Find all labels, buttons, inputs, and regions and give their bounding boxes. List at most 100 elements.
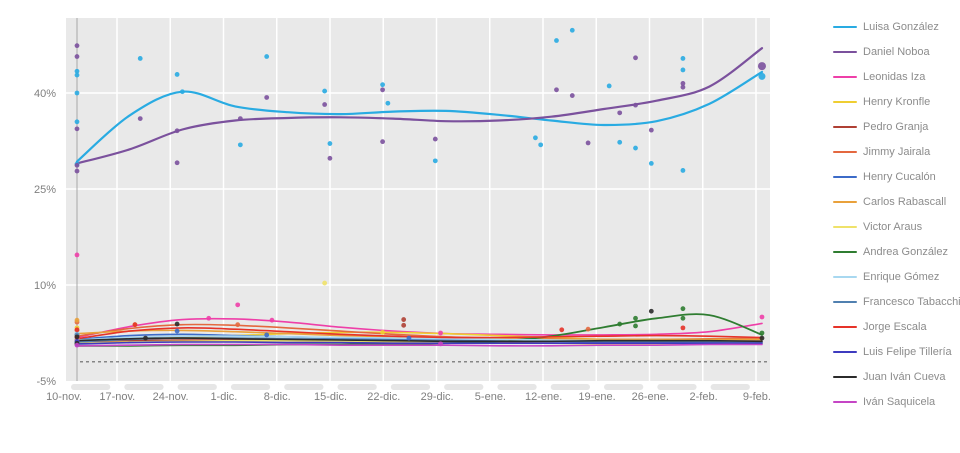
scatter-point-luisa-gonzalez[interactable] [327,141,333,146]
scatter-point-luisa-gonzalez[interactable] [569,27,575,33]
legend-item-pedro-granja[interactable]: Pedro Granja [833,114,959,139]
scatter-point-daniel-noboa[interactable] [585,140,591,146]
scatter-point-jorge-escala[interactable] [132,322,138,328]
scatter-point-carlos-rabascall[interactable] [74,317,80,323]
legend-item-luis-felipe-tilleria[interactable]: Luis Felipe Tillería [833,339,959,364]
scatter-point-daniel-noboa[interactable] [74,126,80,132]
scatter-point-luisa-gonzalez[interactable] [237,142,243,148]
scatter-point-jimmy-jairala[interactable] [585,326,591,332]
scatter-point-luisa-gonzalez[interactable] [137,56,143,61]
scatter-point-luisa-gonzalez[interactable] [179,89,185,95]
legend-item-enrique-gomez[interactable]: Enrique Gómez [833,264,959,289]
scatter-point-luisa-gonzalez[interactable] [74,119,80,125]
scatter-point-leonidas-iza[interactable] [206,315,212,321]
scatter-point-luisa-gonzalez[interactable] [633,145,638,151]
legend-item-luisa-gonzalez[interactable]: Luisa González [833,14,959,39]
scatter-point-luisa-gonzalez[interactable] [322,88,328,94]
scatter-point-daniel-noboa[interactable] [554,87,559,93]
scatter-point-andrea-gonzalez[interactable] [759,330,765,336]
scatter-point-luisa-gonzalez[interactable] [680,56,686,61]
legend-item-andrea-gonzalez[interactable]: Andrea González [833,239,959,264]
trend-line-daniel-noboa[interactable] [75,47,764,165]
scatter-point-ivan-saquicela[interactable] [74,342,80,348]
scatter-point-daniel-noboa[interactable] [74,162,80,168]
trend-line-luis-felipe-tilleria[interactable] [76,341,763,345]
scatter-point-andrea-gonzalez[interactable] [680,315,686,321]
scatter-point-victor-araus[interactable] [322,280,328,286]
scatter-point-daniel-noboa[interactable] [322,102,328,107]
scatter-point-daniel-noboa[interactable] [633,102,638,108]
trend-line-jorge-escala[interactable] [76,327,763,340]
scatter-point-jorge-escala[interactable] [74,327,80,333]
legend-item-jorge-escala[interactable]: Jorge Escala [833,314,959,339]
scatter-point-daniel-noboa[interactable] [432,136,438,142]
scatter-point-luisa-gonzalez[interactable] [617,139,623,145]
scatter-point-daniel-noboa[interactable] [757,62,766,71]
scatter-point-daniel-noboa[interactable] [74,54,80,59]
scatter-point-luisa-gonzalez[interactable] [538,142,544,148]
legend-item-henry-cucalon[interactable]: Henry Cucalón [833,164,959,189]
scatter-point-jimmy-jairala[interactable] [235,322,241,328]
scatter-point-luisa-gonzalez[interactable] [74,90,80,96]
scatter-point-daniel-noboa[interactable] [680,81,686,86]
scatter-point-andrea-gonzalez[interactable] [680,306,686,312]
scatter-point-andrea-gonzalez[interactable] [617,321,623,327]
scatter-point-luisa-gonzalez[interactable] [533,135,538,141]
scatter-point-jorge-escala[interactable] [680,325,686,331]
scatter-point-henry-cucalon[interactable] [264,332,270,338]
scatter-point-juan-ivan-cueva[interactable] [143,335,148,341]
scatter-point-leonidas-iza[interactable] [759,314,765,320]
scatter-point-jorge-escala[interactable] [559,327,565,333]
scatter-point-luisa-gonzalez[interactable] [264,54,270,59]
scatter-point-leonidas-iza[interactable] [438,330,443,336]
scatter-point-luisa-gonzalez[interactable] [554,38,559,43]
legend-item-leonidas-iza[interactable]: Leonidas Iza [833,64,959,89]
scatter-point-luisa-gonzalez[interactable] [432,158,438,164]
scatter-point-daniel-noboa[interactable] [680,84,686,90]
legend-item-daniel-noboa[interactable]: Daniel Noboa [833,39,959,64]
scatter-point-daniel-noboa[interactable] [633,55,638,61]
scatter-point-pedro-granja[interactable] [401,322,407,328]
scatter-point-daniel-noboa[interactable] [327,155,333,161]
scatter-point-henry-cucalon[interactable] [174,328,180,334]
legend-item-jimmy-jairala[interactable]: Jimmy Jairala [833,139,959,164]
scatter-point-luisa-gonzalez[interactable] [680,168,686,173]
scatter-point-luisa-gonzalez[interactable] [74,72,80,78]
legend-item-juan-ivan-cueva[interactable]: Juan Iván Cueva [833,364,959,389]
scatter-point-luisa-gonzalez[interactable] [74,68,80,74]
scatter-point-juan-ivan-cueva[interactable] [648,308,654,314]
legend-item-henry-kronfle[interactable]: Henry Kronfle [833,89,959,114]
legend-item-carlos-rabascall[interactable]: Carlos Rabascall [833,189,959,214]
scatter-point-luisa-gonzalez[interactable] [758,72,766,80]
scatter-point-daniel-noboa[interactable] [380,139,386,145]
scatter-point-ivan-saquicela[interactable] [438,341,443,347]
scatter-point-leonidas-iza[interactable] [235,302,241,308]
legend-item-ivan-saquicela[interactable]: Iván Saquicela [833,389,959,414]
scatter-point-leonidas-iza[interactable] [269,317,275,323]
scatter-point-andrea-gonzalez[interactable] [633,323,638,329]
scatter-point-daniel-noboa[interactable] [174,160,180,166]
legend-item-victor-araus[interactable]: Victor Araus [833,214,959,239]
scatter-point-luisa-gonzalez[interactable] [606,83,612,89]
scatter-point-daniel-noboa[interactable] [264,95,270,100]
scatter-point-daniel-noboa[interactable] [74,43,80,49]
scatter-point-luisa-gonzalez[interactable] [385,100,391,106]
scatter-point-daniel-noboa[interactable] [237,116,243,121]
scatter-point-daniel-noboa[interactable] [569,93,575,98]
scatter-point-juan-ivan-cueva[interactable] [74,334,80,340]
scatter-point-daniel-noboa[interactable] [137,116,143,121]
scatter-point-daniel-noboa[interactable] [74,168,80,174]
scatter-point-pedro-granja[interactable] [401,317,407,322]
trend-line-juan-ivan-cueva[interactable] [76,337,763,343]
scatter-point-juan-ivan-cueva[interactable] [759,335,765,341]
trend-line-ivan-saquicela[interactable] [76,343,763,347]
scatter-point-luisa-gonzalez[interactable] [380,82,386,88]
scatter-point-luisa-gonzalez[interactable] [648,161,654,166]
legend-item-francesco-tabacchi[interactable]: Francesco Tabacchi [833,289,960,314]
scatter-point-leonidas-iza[interactable] [74,252,80,258]
scatter-point-daniel-noboa[interactable] [380,87,386,93]
scatter-point-luisa-gonzalez[interactable] [680,67,686,73]
scatter-point-daniel-noboa[interactable] [174,128,180,134]
scatter-point-juan-ivan-cueva[interactable] [174,321,180,327]
scatter-point-andrea-gonzalez[interactable] [633,315,638,321]
